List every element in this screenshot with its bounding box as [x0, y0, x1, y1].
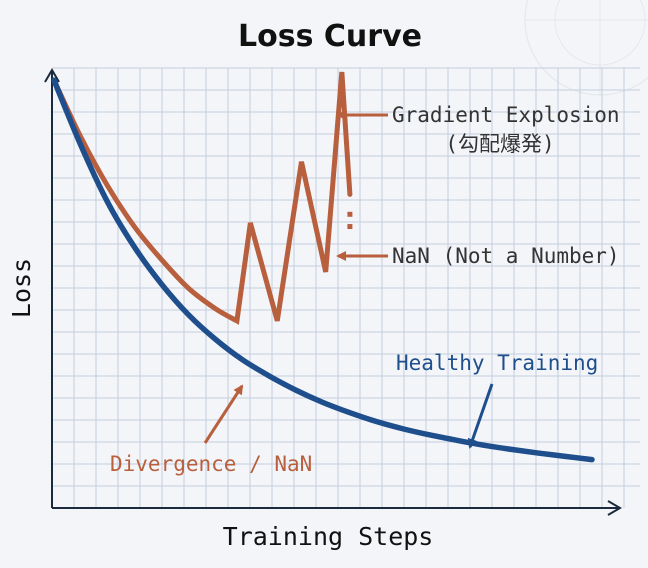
y-axis-label: Loss	[7, 258, 36, 318]
healthy-training-arrow	[467, 383, 494, 449]
series-layer	[51, 71, 595, 463]
nan-mark	[347, 211, 353, 217]
decorative-compass-sketch	[524, 0, 648, 96]
annotation-divergence: Divergence / NaN	[110, 384, 312, 476]
gradient-explosion-jp-label: (勾配爆発)	[445, 132, 554, 156]
y-axis-arrow	[44, 68, 60, 83]
x-axis-arrow	[607, 500, 622, 516]
healthy-series-line	[51, 77, 595, 463]
divergence-arrow	[203, 384, 244, 444]
annotation-gradient-explosion: Gradient Explosion (勾配爆発)	[336, 103, 620, 156]
gradient-explosion-label: Gradient Explosion	[392, 103, 620, 127]
grid	[52, 67, 640, 508]
annotation-nan: NaN (Not a Number)	[336, 244, 620, 268]
x-axis-label: Training Steps	[223, 522, 434, 551]
nan-label: NaN (Not a Number)	[392, 244, 620, 268]
nan-mark	[347, 224, 353, 230]
healthy-training-label: Healthy Training	[396, 351, 598, 375]
annotation-healthy-training: Healthy Training	[396, 351, 598, 449]
divergence-series-line	[51, 71, 353, 325]
divergence-label: Divergence / NaN	[110, 452, 312, 476]
chart-title: Loss Curve	[238, 19, 422, 54]
